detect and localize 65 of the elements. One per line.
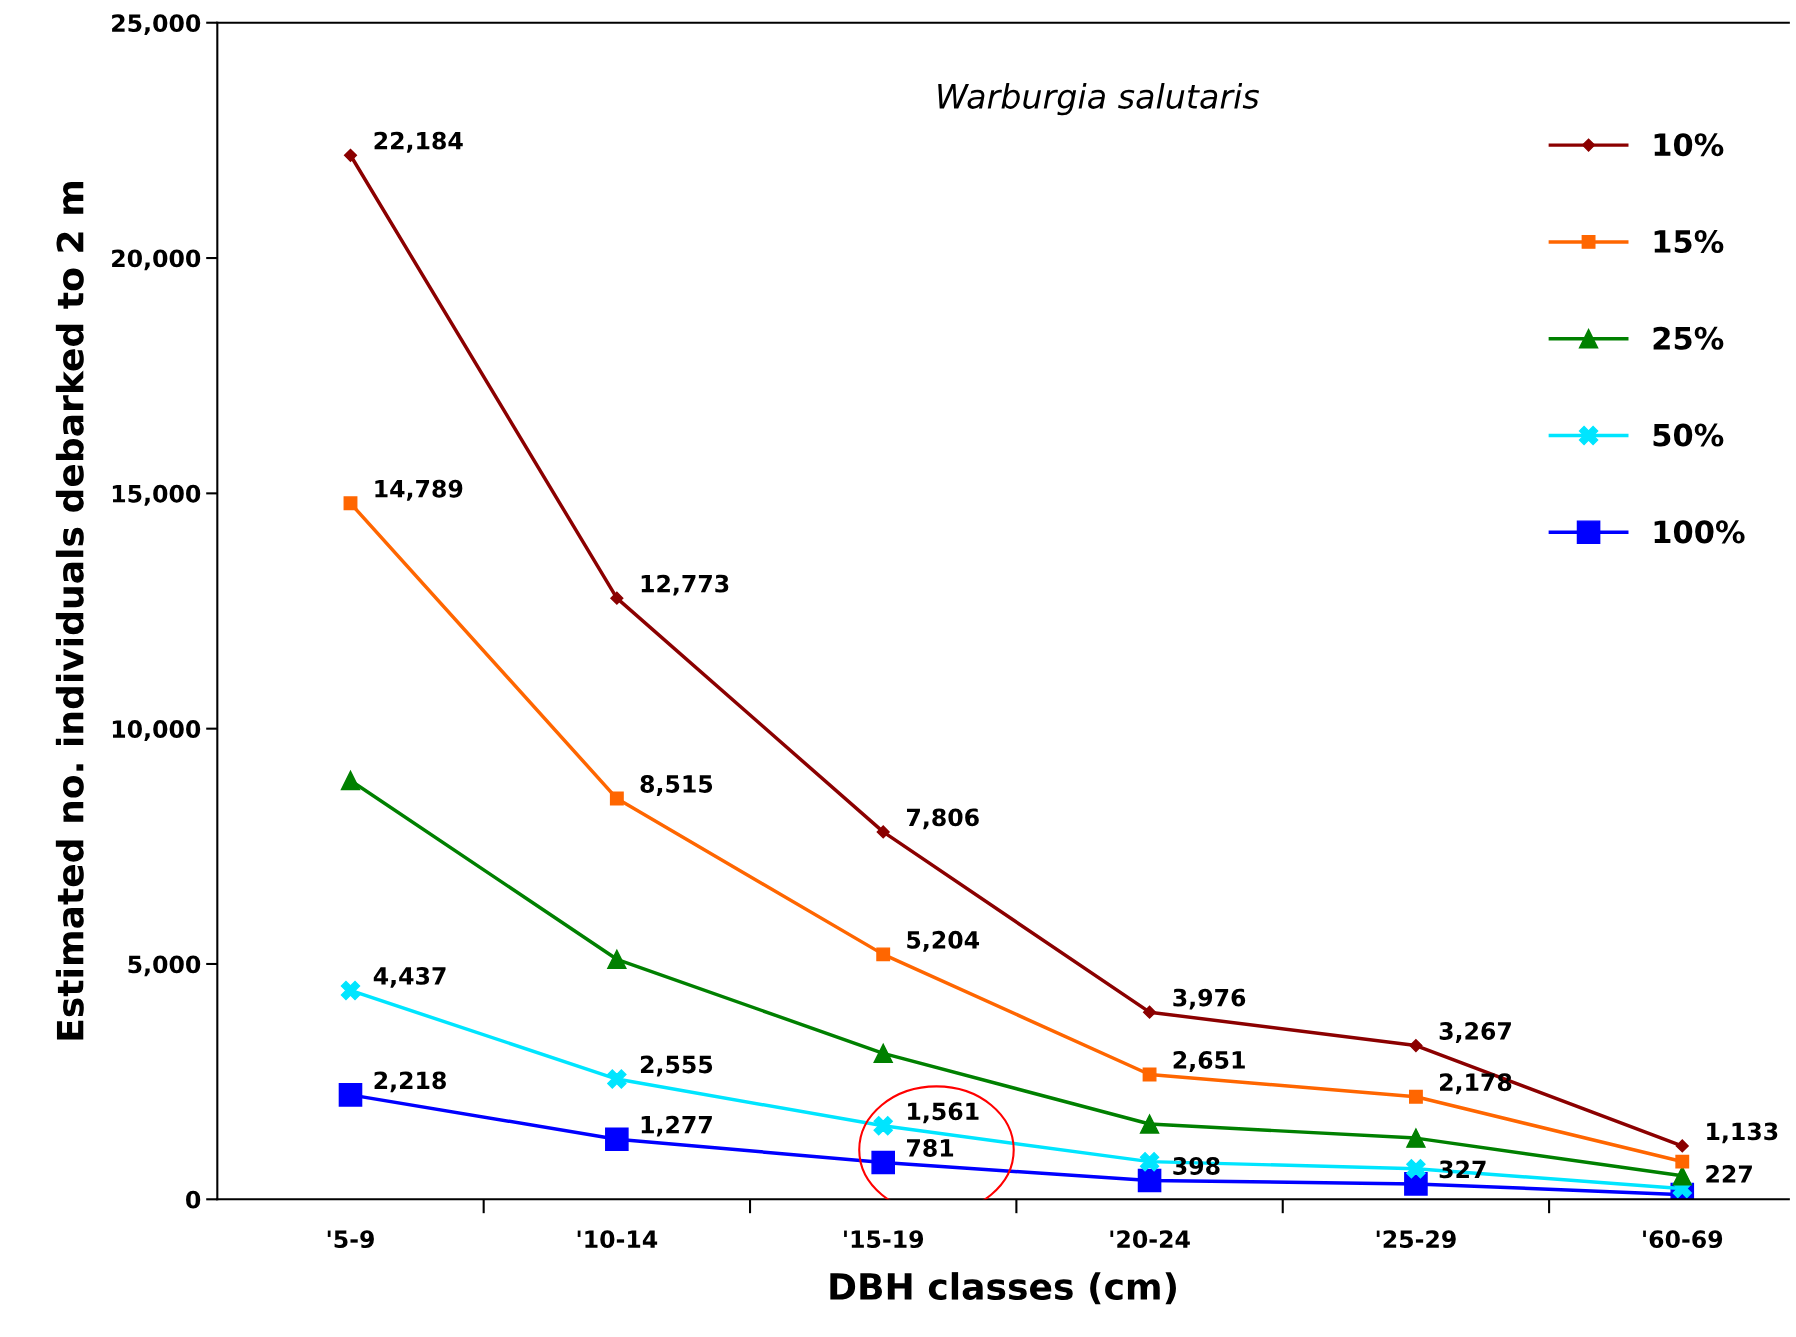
data-label: 2,218	[374, 1071, 446, 1093]
point	[338, 1083, 363, 1107]
data-label: 1,133	[1707, 1122, 1778, 1144]
point	[1142, 1067, 1157, 1082]
x-tick-label: '60-69	[1643, 1230, 1723, 1249]
data-label: 1,277	[641, 1115, 712, 1137]
point	[873, 1116, 893, 1136]
point	[1137, 1168, 1162, 1193]
y-tick-label: 5,000	[128, 955, 201, 977]
data-label: 2,555	[640, 1055, 713, 1077]
data-label: 7,806	[907, 808, 979, 830]
y-tick-label: 25,000	[112, 14, 201, 36]
x-tick-label: '20-24	[1110, 1230, 1190, 1249]
point	[340, 980, 361, 1001]
data-label: 1,561	[908, 1102, 979, 1124]
legend-label: 10%	[1654, 133, 1724, 157]
y-tick-label: 0	[186, 1190, 201, 1209]
data-label: 781	[907, 1139, 954, 1157]
data-label: 2,178	[1440, 1073, 1512, 1095]
point	[343, 496, 358, 511]
point	[610, 591, 624, 605]
legend-label: 100%	[1654, 520, 1745, 544]
legend-label: 25%	[1653, 326, 1724, 350]
point	[1675, 1154, 1690, 1169]
data-label: 4,437	[373, 966, 446, 988]
x-axis-title: DBH classes (cm)	[830, 1272, 1176, 1305]
data-label: 2,651	[1173, 1051, 1245, 1072]
x-tick-label: '15-19	[844, 1230, 924, 1249]
point	[340, 770, 361, 791]
legend-label: 15%	[1654, 229, 1724, 254]
data-label: 227	[1706, 1165, 1752, 1183]
point	[1672, 1166, 1693, 1186]
point	[873, 1043, 893, 1064]
point	[1406, 1128, 1426, 1148]
point	[1139, 1114, 1160, 1134]
point	[607, 949, 627, 969]
y-axis-title: Estimated no. individuals debarked to 2 m	[55, 182, 84, 1040]
point	[609, 791, 624, 806]
data-label: 3,267	[1439, 1022, 1511, 1043]
y-tick-label: 20,000	[112, 249, 201, 271]
point	[871, 1150, 896, 1175]
text: Warburgia salutaris	[938, 83, 1260, 116]
point	[1408, 1089, 1423, 1104]
x-tick-label: '10-14	[577, 1230, 658, 1249]
data-label: 14,789	[375, 479, 463, 501]
x-tick-label: '5-9	[327, 1230, 374, 1249]
point	[876, 825, 890, 839]
x-tick-label: '25-29	[1376, 1230, 1456, 1249]
y-tick-label: 15,000	[112, 484, 201, 506]
point	[1142, 1005, 1157, 1019]
data-label: 12,773	[641, 574, 729, 596]
point	[1406, 1158, 1426, 1179]
data-label: 22,184	[374, 131, 463, 153]
point	[1139, 1151, 1160, 1172]
data-label: 5,204	[907, 930, 980, 952]
point	[343, 148, 358, 162]
point	[876, 947, 891, 962]
data-label: 8,515	[640, 775, 713, 796]
point	[1675, 1139, 1689, 1153]
y-tick-label: 10,000	[112, 720, 201, 741]
point	[605, 1127, 629, 1151]
point	[607, 1069, 627, 1089]
point	[1409, 1038, 1423, 1053]
legend-label: 50%	[1653, 423, 1724, 447]
data-label: 3,976	[1173, 988, 1246, 1010]
